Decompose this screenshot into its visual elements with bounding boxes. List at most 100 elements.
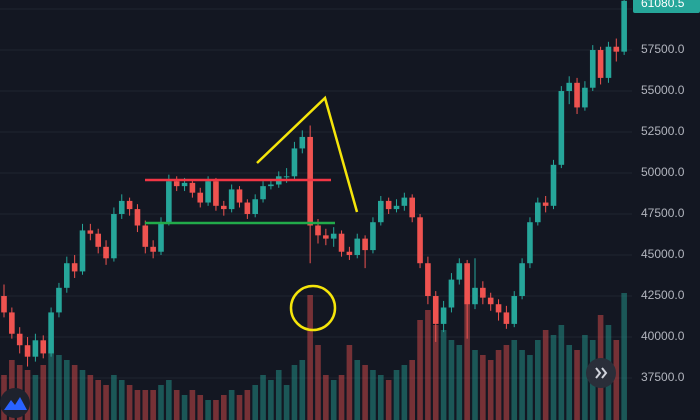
volume-bar	[142, 390, 149, 420]
volume-bar	[228, 390, 235, 420]
volume-bar	[87, 375, 94, 420]
candle-body	[613, 46, 620, 52]
candle-body	[346, 251, 353, 256]
volume-bar	[464, 300, 470, 420]
volume-bar	[338, 375, 345, 420]
y-tick-label: 40000.0	[641, 329, 685, 343]
volume-bar	[527, 355, 533, 420]
y-tick-label: 50000.0	[641, 165, 685, 179]
candle-body	[370, 222, 376, 251]
candle-body	[197, 192, 204, 203]
volume-bar	[330, 380, 337, 420]
candle-body	[495, 304, 502, 313]
candle-body	[621, 0, 627, 52]
candle-body	[236, 189, 243, 203]
candle-body	[597, 50, 604, 78]
volume-bar	[480, 355, 486, 420]
candle-body	[32, 340, 39, 357]
candle-body	[487, 297, 494, 305]
candle-body	[409, 197, 415, 218]
volume-bar	[40, 365, 47, 420]
volume-bar	[323, 375, 329, 420]
volume-bar	[362, 365, 368, 420]
volume-bar	[613, 340, 620, 420]
logo-mark	[4, 397, 27, 410]
candle-body	[244, 202, 251, 215]
last-price-label: 61080.5	[641, 0, 685, 10]
volume-bar	[32, 375, 39, 420]
y-tick-label: 57500.0	[641, 42, 685, 56]
volume-bar	[260, 375, 266, 420]
y-tick-label: 42500.0	[641, 288, 685, 302]
scroll-button-icon[interactable]	[595, 367, 608, 379]
candle-body	[252, 199, 258, 215]
candle-body	[268, 184, 274, 187]
last-price-box	[633, 0, 700, 13]
volume-bar	[558, 325, 565, 420]
candle-body	[213, 181, 219, 206]
volume-bar	[275, 370, 282, 420]
logo	[0, 388, 30, 418]
volume-bar	[574, 350, 580, 420]
candle-body	[71, 263, 78, 272]
candle-body	[79, 230, 86, 272]
candle-body	[354, 238, 361, 256]
candle-body	[64, 263, 70, 288]
last-price-tag: 61080.5	[633, 0, 700, 13]
y-tick-label: 55000.0	[641, 83, 685, 97]
candle-body	[385, 200, 392, 210]
candle-pane	[1, 0, 627, 367]
candle-body	[126, 200, 133, 210]
volume-bar	[126, 385, 133, 420]
volume-bar	[566, 345, 572, 420]
volume-bar	[409, 360, 415, 420]
volume-bar	[95, 380, 101, 420]
candle-body	[330, 233, 337, 239]
volume-bar	[56, 355, 62, 420]
volume-bar	[315, 345, 321, 420]
candle-body	[315, 225, 321, 236]
candle-body	[338, 233, 345, 252]
logo-circle	[0, 388, 30, 418]
volume-bar	[378, 375, 384, 420]
y-tick-label: 52500.0	[641, 124, 685, 138]
volume-bar	[385, 380, 392, 420]
candle-body	[299, 136, 306, 149]
volume-bar	[291, 365, 298, 420]
candle-body	[103, 246, 109, 259]
volume-bar	[440, 330, 447, 420]
candle-body	[566, 82, 572, 92]
volume-bar	[64, 360, 70, 420]
scroll-button[interactable]	[586, 358, 616, 388]
candle-body	[558, 91, 565, 165]
volume-bar	[252, 385, 258, 420]
volume-bar	[448, 340, 455, 420]
candle-body	[48, 312, 54, 354]
y-tick-label: 47500.0	[641, 206, 685, 220]
volume-bar	[299, 360, 306, 420]
candle-body	[574, 82, 580, 108]
candle-body	[9, 312, 15, 334]
volume-bar	[166, 380, 172, 420]
volume-bar	[283, 385, 290, 420]
volume-bar	[425, 310, 431, 420]
candle-body	[378, 200, 384, 223]
candle-body	[527, 222, 533, 264]
candle-body	[472, 287, 478, 305]
volume-bar	[370, 370, 376, 420]
candle-body	[111, 214, 117, 259]
candle-body	[189, 182, 196, 193]
volume-bar	[181, 395, 188, 420]
trend-drawing	[256, 95, 359, 213]
candle-body	[260, 186, 266, 200]
candle-body	[401, 197, 408, 206]
candle-body	[605, 46, 612, 78]
candle-body	[56, 287, 62, 313]
candle-body	[228, 189, 235, 210]
candle-body	[417, 217, 423, 264]
volume-bar	[487, 360, 494, 420]
candle-body	[456, 263, 463, 280]
candle-body	[291, 148, 298, 177]
volume-bar	[432, 325, 439, 420]
